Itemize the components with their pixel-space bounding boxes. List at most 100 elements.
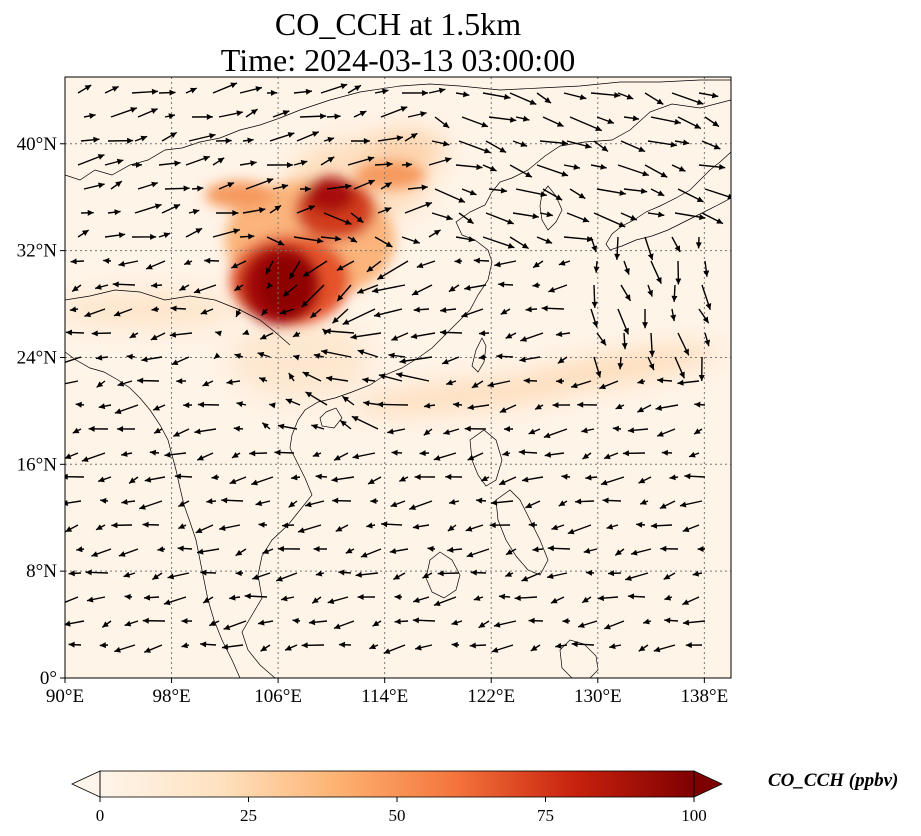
wind-arrow-head xyxy=(638,477,646,484)
wind-arrow-head xyxy=(528,428,536,435)
wind-vectors xyxy=(58,82,731,654)
wind-arrow-head xyxy=(386,161,393,168)
wind-arrow-head xyxy=(399,475,406,482)
wind-arrow-head xyxy=(496,353,503,360)
wind-arrow-head xyxy=(270,89,277,96)
wind-arrow-head xyxy=(636,521,643,528)
wind-arrow-head xyxy=(682,526,690,532)
wind-arrow-head xyxy=(622,450,629,457)
wind-arrow-head xyxy=(507,242,515,249)
wind-arrow-head xyxy=(327,598,335,604)
wind-arrow-head xyxy=(368,478,375,484)
wind-arrow-head xyxy=(446,379,453,386)
wind-arrow-head xyxy=(546,211,553,218)
wind-arrow-head xyxy=(217,157,225,164)
wind-arrow-head xyxy=(578,192,586,199)
wind-arrow-head xyxy=(624,268,630,275)
wind-arrow-head xyxy=(305,391,313,398)
wind-arrow-head xyxy=(592,320,598,328)
wind-arrow-head xyxy=(448,285,456,292)
wind-arrow-head xyxy=(149,449,157,456)
wind-arrow-head xyxy=(58,360,65,366)
wind-arrow-head xyxy=(68,570,75,577)
wind-arrow-head xyxy=(302,372,310,378)
wind-arrow-head xyxy=(192,208,200,215)
wind-arrow-head xyxy=(173,431,180,437)
wind-arrow-head xyxy=(308,619,316,626)
wind-arrow-head xyxy=(226,379,233,385)
wind-arrow-head xyxy=(114,408,122,415)
wind-arrow-head xyxy=(491,647,499,653)
wind-arrow-head xyxy=(89,112,96,119)
wind-arrow-head xyxy=(581,427,588,434)
wind-arrow-head xyxy=(640,499,647,505)
wind-arrow-head xyxy=(412,523,420,530)
wind-arrow-head xyxy=(200,569,207,576)
wind-arrow-head xyxy=(383,648,391,654)
wind-arrow-head xyxy=(615,403,623,410)
wind-arrow-head xyxy=(703,270,710,277)
wind-arrow-head xyxy=(400,106,408,112)
wind-arrow-head xyxy=(327,156,335,163)
wind-arrow-head xyxy=(350,333,357,340)
wind-arrow-head xyxy=(233,425,240,432)
wind-arrow-head xyxy=(95,283,102,290)
coastlines xyxy=(65,79,731,678)
wind-arrow-head xyxy=(600,338,607,346)
wind-arrow-head xyxy=(573,164,580,170)
wind-arrow-head xyxy=(532,213,539,220)
wind-arrow-head xyxy=(377,273,384,280)
wind-arrow-head xyxy=(378,373,386,380)
wind-arrow-head xyxy=(232,209,239,216)
wind-arrow-head xyxy=(470,569,477,576)
wind-arrow-head xyxy=(664,617,671,624)
wind-arrow-head xyxy=(277,239,285,246)
wind-arrow-head xyxy=(118,551,126,557)
wind-arrow-head xyxy=(258,521,265,528)
wind-arrow-head xyxy=(425,201,432,208)
wind-arrow-head xyxy=(727,193,731,200)
wind-arrow-head xyxy=(249,450,256,457)
wind-arrow-head xyxy=(87,596,94,603)
wind-arrow-head xyxy=(413,306,420,313)
wind-arrow-head xyxy=(91,330,98,337)
wind-arrow-head xyxy=(669,474,676,481)
wind-arrow-head xyxy=(211,474,218,481)
wind-arrow-head xyxy=(332,497,339,504)
wind-arrow-head xyxy=(614,253,621,260)
wind-arrow-head xyxy=(140,135,148,142)
wind-arrow-head xyxy=(476,164,483,170)
wind-arrow-head xyxy=(593,266,600,273)
wind-arrow-head xyxy=(419,450,426,457)
wind-arrow-head xyxy=(231,262,239,269)
wind-arrow-head xyxy=(465,525,473,532)
wind-arrow-head xyxy=(345,547,353,554)
wind-arrow-head xyxy=(469,189,477,196)
wind-arrow-head xyxy=(530,645,538,651)
wind-arrow-head xyxy=(327,136,335,143)
wind-arrow-head xyxy=(88,425,95,432)
wind-arrow-head xyxy=(502,450,509,457)
wind-arrow-head xyxy=(702,316,709,324)
wind-arrow-head xyxy=(694,428,701,435)
wind-arrow-head xyxy=(671,295,678,302)
wind-arrow-head xyxy=(98,182,105,189)
wind-arrow-head xyxy=(464,425,471,432)
wind-arrow-head xyxy=(562,618,569,625)
wind-arrow-head xyxy=(519,356,526,363)
wind-arrow-head xyxy=(84,85,92,91)
wind-arrow-head xyxy=(582,453,590,460)
wind-arrow-head xyxy=(316,237,324,244)
wind-arrow-head xyxy=(638,146,646,152)
wind-arrow-head xyxy=(698,374,705,382)
wind-arrow-head xyxy=(439,329,447,336)
wind-arrow-head xyxy=(345,183,352,190)
wind-arrow-head xyxy=(529,99,537,105)
wind-arrow-head xyxy=(360,551,368,558)
wind-arrow-head xyxy=(625,575,632,581)
wind-arrow-head xyxy=(413,597,420,603)
wind-arrow-head xyxy=(381,521,388,528)
wind-arrow-head xyxy=(202,380,210,387)
wind-arrow-head xyxy=(499,407,507,413)
wind-arrow-head xyxy=(292,331,300,337)
